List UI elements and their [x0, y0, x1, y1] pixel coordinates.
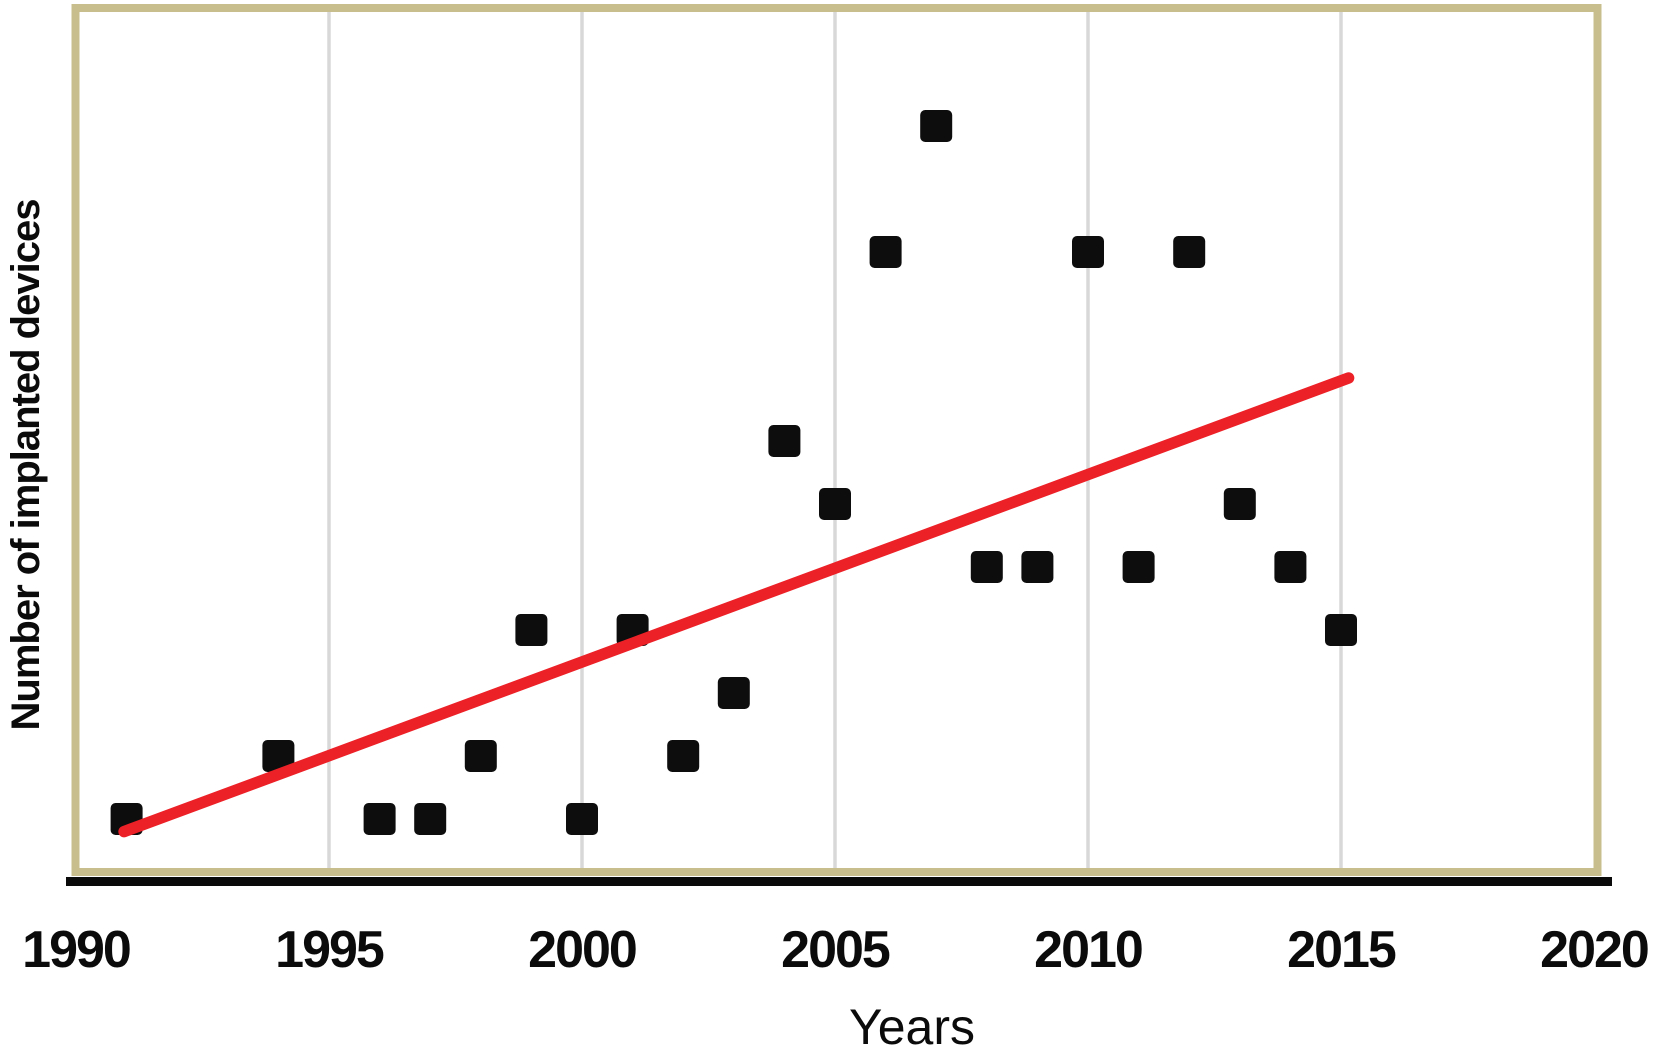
- data-point-marker-1999: [515, 614, 548, 646]
- x-tick-label-2005: 2005: [781, 921, 891, 979]
- data-point-marker-2003: [717, 677, 750, 709]
- data-point-marker-2011: [1122, 551, 1155, 583]
- plot-frame: [71, 4, 1602, 876]
- y-axis-title: Number of implanted devices: [4, 199, 48, 731]
- x-tick-label-2000: 2000: [528, 921, 638, 979]
- x-axis-title: Years: [848, 999, 976, 1053]
- data-point-marker-2008: [970, 551, 1003, 583]
- data-point-marker-2002: [667, 740, 700, 772]
- trend-line: [118, 372, 1355, 838]
- data-point-marker-2013: [1223, 488, 1256, 520]
- data-point-marker-2012: [1173, 236, 1206, 268]
- data-point-marker-2007: [920, 110, 953, 142]
- data-point-marker-2009: [1021, 551, 1054, 583]
- data-point-marker-1997: [414, 803, 447, 835]
- x-tick-label-1990: 1990: [22, 921, 132, 979]
- data-point-marker-2004: [768, 425, 801, 457]
- data-point-marker-2005: [819, 488, 851, 520]
- x-tick-label-2015: 2015: [1287, 921, 1397, 979]
- data-point-marker-2006: [869, 236, 902, 268]
- x-tick-label-2020: 2020: [1540, 921, 1650, 979]
- data-point-marker-1998: [464, 740, 497, 772]
- x-tick-label-1995: 1995: [275, 921, 385, 979]
- x-tick-label-2010: 2010: [1034, 921, 1144, 979]
- data-point-marker-2000: [566, 803, 598, 835]
- data-point-marker-2014: [1274, 551, 1307, 583]
- data-point-marker-2015: [1325, 614, 1357, 646]
- data-point-marker-1996: [363, 803, 396, 835]
- data-point-marker-1994: [262, 740, 295, 772]
- data-point-marker-2010: [1072, 236, 1104, 268]
